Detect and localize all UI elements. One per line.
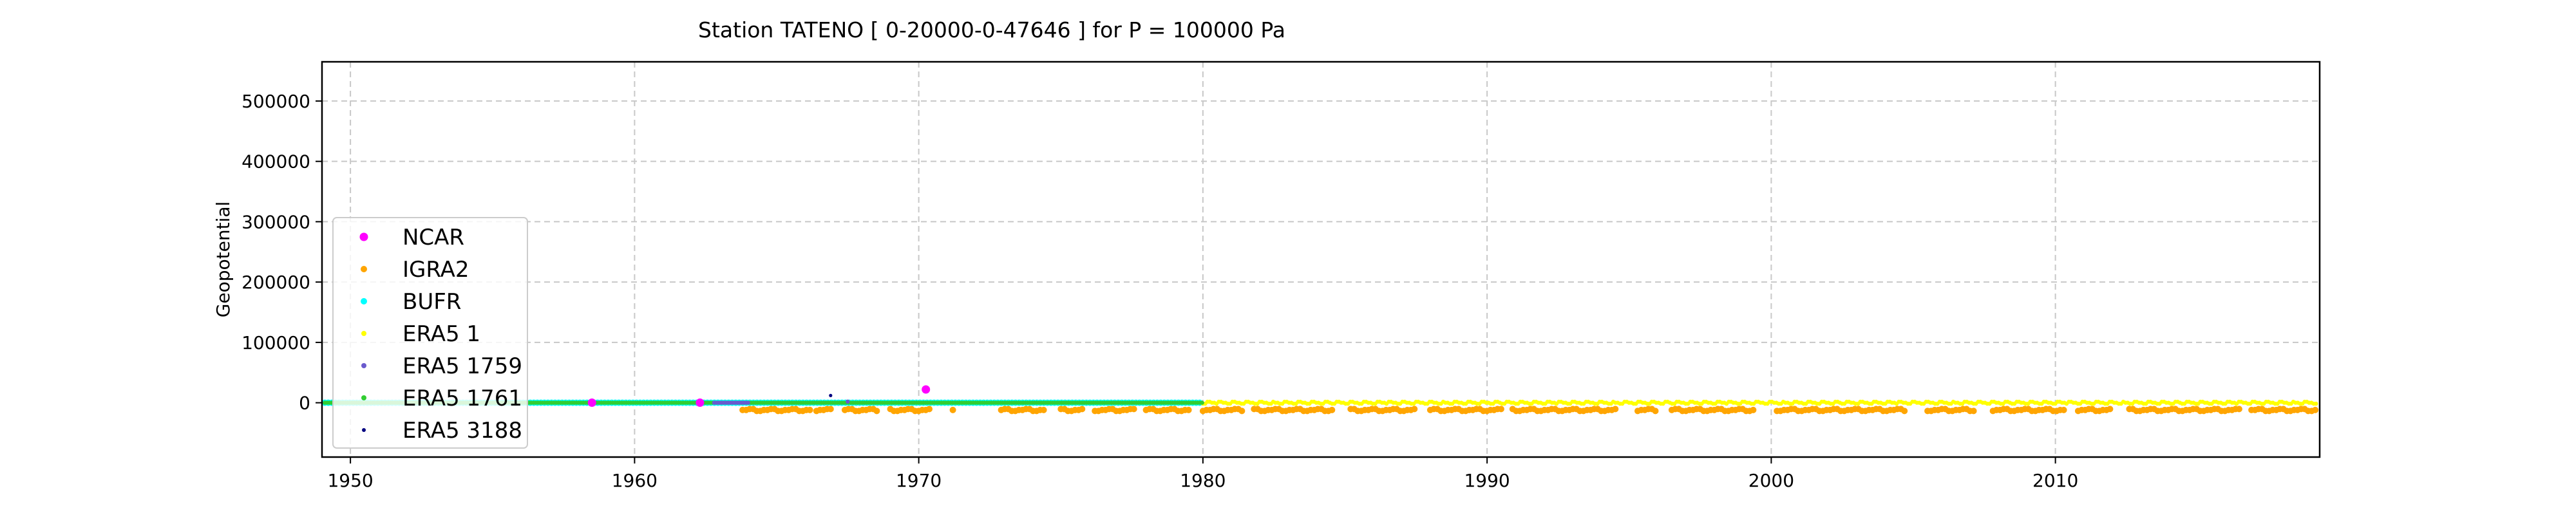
x-tick-label: 2000 <box>1748 470 1794 491</box>
legend-label: ERA5 1 <box>402 321 480 347</box>
legend-label: BUFR <box>402 289 461 315</box>
data-point <box>2107 406 2114 413</box>
data-point <box>1079 406 1086 413</box>
legend-marker <box>362 428 366 432</box>
x-tick-label: 1950 <box>327 470 373 491</box>
chart-title: Station TATENO [ 0-20000-0-47646 ] for P… <box>698 17 1285 42</box>
x-tick-label: 1990 <box>1464 470 1510 491</box>
x-tick-label: 1970 <box>896 470 942 491</box>
legend-label: ERA5 1759 <box>402 353 522 379</box>
data-point <box>949 406 956 413</box>
data-point <box>1130 406 1137 413</box>
data-points <box>321 385 2319 415</box>
data-point <box>873 407 880 415</box>
y-axis-title: Geopotential <box>213 201 234 318</box>
y-tick-label: 400000 <box>242 151 310 173</box>
legend-marker <box>361 363 366 368</box>
data-point <box>1750 406 1757 413</box>
legend-box <box>332 217 528 449</box>
legend-label: ERA5 1761 <box>402 386 522 411</box>
data-point <box>746 400 750 405</box>
data-point <box>1612 406 1619 413</box>
data-point <box>696 398 705 407</box>
axis-ticks: 1950 1960 1970 1980 1990 2000 2010 0 100000 20000… <box>242 91 2078 491</box>
data-point <box>2314 401 2318 406</box>
data-point <box>2060 406 2067 413</box>
legend-marker <box>361 298 367 304</box>
y-tick-label: 200000 <box>242 272 310 293</box>
legend-marker <box>361 266 367 272</box>
legend: NCAR IGRA2 BUFR ERA5 1 ERA5 1759 ERA5 1761 ERA… <box>332 217 528 449</box>
data-point <box>1411 406 1418 413</box>
data-point <box>2235 406 2242 413</box>
legend-items: NCAR IGRA2 BUFR ERA5 1 ERA5 1759 ERA5 1761 ERA… <box>359 225 522 444</box>
legend-label: NCAR <box>402 225 464 250</box>
legend-marker <box>361 395 366 400</box>
legend-marker <box>359 232 368 241</box>
data-point <box>1970 407 1977 415</box>
legend-marker <box>361 331 366 336</box>
y-tick-label: 500000 <box>242 91 310 112</box>
legend-label: IGRA2 <box>402 257 469 283</box>
data-point <box>827 406 834 413</box>
x-tick-label: 1980 <box>1180 470 1226 491</box>
data-point <box>829 393 833 398</box>
plot-frame <box>321 61 2321 458</box>
data-point <box>926 406 933 413</box>
data-point <box>1200 400 1204 405</box>
data-point <box>1652 407 1659 415</box>
data-point <box>2312 406 2319 413</box>
data-point <box>1901 407 1908 415</box>
data-point <box>1185 406 1192 413</box>
data-point <box>922 385 931 394</box>
data-point <box>587 398 596 407</box>
data-point <box>846 399 850 404</box>
data-point <box>1238 407 1245 415</box>
data-point <box>1329 406 1336 413</box>
x-tick-label: 1960 <box>612 470 658 491</box>
data-point <box>806 406 813 413</box>
y-tick-label: 100000 <box>242 332 310 353</box>
data-point <box>1497 406 1504 413</box>
y-tick-label: 0 <box>299 393 310 414</box>
legend-label: ERA5 3188 <box>402 418 522 444</box>
y-tick-label: 300000 <box>242 211 310 232</box>
data-point <box>1040 406 1047 413</box>
x-tick-label: 2010 <box>2032 470 2078 491</box>
